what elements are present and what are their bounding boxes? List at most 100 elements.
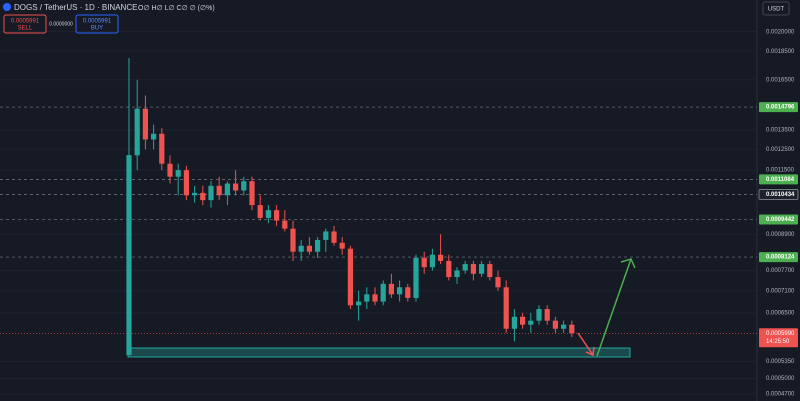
y-tick-label: 0.0006500 xyxy=(766,310,795,316)
y-tick-label: 0.0007700 xyxy=(766,268,795,274)
candle-body xyxy=(142,108,148,140)
ohlc: O∅ H∅ L∅ C∅ ∅ (∅%) xyxy=(138,5,215,12)
last-price-badge xyxy=(759,328,798,348)
candle-body xyxy=(331,231,337,243)
candle-body xyxy=(306,245,312,252)
price-badge-label: 0.0008124 xyxy=(766,255,795,261)
candle-body xyxy=(479,264,485,274)
up-arrow-head xyxy=(620,258,636,269)
candle-body xyxy=(347,248,353,306)
candle-body xyxy=(249,181,255,206)
sell-price: 0.0005991 xyxy=(11,19,40,25)
price-badge-label: 0.0009442 xyxy=(766,217,795,223)
candle-body xyxy=(429,254,435,268)
currency-button[interactable] xyxy=(762,1,790,16)
candle-body xyxy=(208,185,214,201)
y-tick-label: 0.0020000 xyxy=(766,29,795,35)
spread: 0.0000000 xyxy=(49,21,73,27)
candle-body xyxy=(561,324,567,329)
symbol-icon xyxy=(3,3,11,11)
candle-body xyxy=(528,320,534,325)
currency: USDT xyxy=(768,7,785,13)
countdown: 14:25:50 xyxy=(766,339,790,345)
candle-body xyxy=(257,205,263,218)
candle-body xyxy=(454,270,460,278)
price-badge xyxy=(759,214,798,225)
candle-body xyxy=(241,181,247,191)
y-tick-label: 0.0004700 xyxy=(766,392,795,398)
candle-body xyxy=(503,287,509,329)
y-tick-label: 0.0008900 xyxy=(766,232,795,238)
candle-body xyxy=(339,242,345,249)
candle-body xyxy=(134,108,140,156)
y-tick-label: 0.0016500 xyxy=(766,77,795,83)
candle-body xyxy=(315,239,321,252)
candle-body xyxy=(413,257,419,298)
candle-body xyxy=(462,264,468,271)
y-tick-label: 0.0005000 xyxy=(766,376,795,382)
candle-body xyxy=(487,264,493,278)
candle-body xyxy=(298,245,304,252)
candle-body xyxy=(175,170,181,177)
y-tick-label: 0.0013500 xyxy=(766,128,795,134)
candle-body xyxy=(151,133,157,140)
down-arrow-head xyxy=(585,346,595,357)
price-badge xyxy=(759,174,798,185)
sell-button[interactable] xyxy=(3,14,47,34)
candle-body xyxy=(372,294,378,302)
candle-body xyxy=(216,185,222,196)
candle-body xyxy=(200,192,206,201)
candle-body xyxy=(323,231,329,240)
candle-body xyxy=(511,316,517,329)
buy-button[interactable] xyxy=(75,14,119,34)
candle-body xyxy=(495,277,501,288)
candle-body xyxy=(569,324,575,334)
candle-body xyxy=(536,309,542,321)
y-tick-label: 0.0018500 xyxy=(766,49,795,55)
candle-body xyxy=(265,210,271,218)
candle-body xyxy=(388,283,394,295)
down-arrow xyxy=(577,332,594,356)
candle-body xyxy=(405,287,411,298)
candle-body xyxy=(167,163,173,177)
price-badge xyxy=(759,102,798,113)
candle-body xyxy=(446,260,452,278)
candle-body xyxy=(397,287,403,295)
candle-body xyxy=(544,309,550,321)
candle-body xyxy=(282,220,288,229)
buy-price: 0.0005991 xyxy=(83,19,112,25)
last-price-label: 0.0005990 xyxy=(766,331,795,337)
buy-label: BUY xyxy=(91,26,103,32)
price-badge xyxy=(759,252,798,263)
candle-body xyxy=(233,183,239,191)
candle-body xyxy=(380,283,386,302)
price-badge-label: 0.0011084 xyxy=(766,177,795,183)
candle-body xyxy=(421,257,427,268)
price-badge xyxy=(758,189,799,200)
candle-body xyxy=(356,301,362,306)
symbol: DOGS / TetherUS · 1D · BINANCE xyxy=(14,3,137,12)
support-zone xyxy=(127,347,631,358)
candle-body xyxy=(290,228,296,252)
candle-body xyxy=(364,294,370,302)
candle-body xyxy=(183,170,189,196)
price-badge-label: 0.0014796 xyxy=(766,105,795,111)
candle-body xyxy=(192,192,198,196)
y-tick-label: 0.0007100 xyxy=(766,288,795,294)
candle-body xyxy=(159,133,165,164)
candle-body xyxy=(470,264,476,274)
candle-body xyxy=(126,155,132,356)
candle-body xyxy=(552,320,558,329)
y-tick-label: 0.0011500 xyxy=(766,168,795,174)
up-arrow xyxy=(596,258,632,357)
candle-body xyxy=(224,183,230,196)
y-tick-label: 0.0005350 xyxy=(766,359,795,365)
candle-body xyxy=(274,210,280,221)
y-tick-label: 0.0012500 xyxy=(766,147,795,153)
candle-body xyxy=(438,254,444,261)
sell-label: SELL xyxy=(18,26,33,32)
candle-body xyxy=(520,316,526,325)
